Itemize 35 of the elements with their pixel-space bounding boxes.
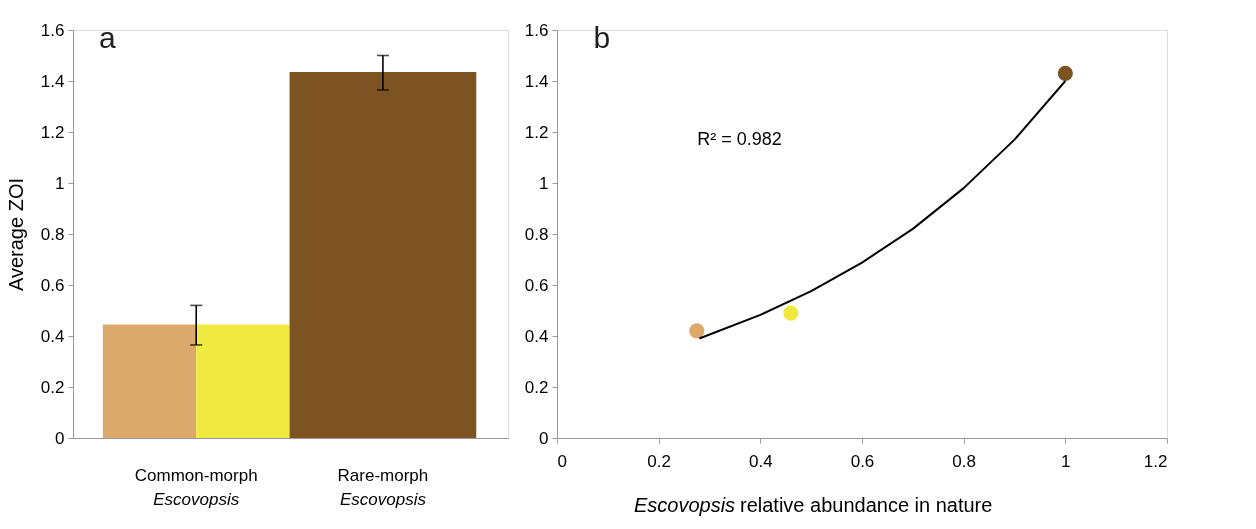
y-tick-label: 0.6 bbox=[524, 275, 549, 295]
point bbox=[1057, 65, 1073, 81]
annotation: R² = 0.982 bbox=[697, 129, 782, 150]
y-tick-label: 1.2 bbox=[40, 122, 65, 142]
y-tick-label: 1 bbox=[55, 173, 65, 193]
y-tick-label: 1.6 bbox=[524, 20, 549, 40]
y-tick-label: 1.2 bbox=[524, 122, 549, 142]
y-tick-label: 0.2 bbox=[524, 377, 549, 397]
y-tick-label: 1 bbox=[539, 173, 549, 193]
y-tick-label: 0 bbox=[55, 428, 65, 448]
x-tick-label: 0.8 bbox=[952, 451, 976, 471]
point bbox=[689, 323, 705, 339]
x-tick-label: 0.6 bbox=[850, 451, 875, 471]
category-label: Common-morph Escovopsis bbox=[134, 466, 258, 509]
y-tick-label: 1.6 bbox=[40, 20, 65, 40]
x-tick-label: 0.2 bbox=[647, 451, 671, 471]
y-tick-label: 0.4 bbox=[40, 326, 65, 346]
y-tick-label: 1.4 bbox=[524, 71, 549, 91]
y-tick-label: 0.4 bbox=[524, 326, 549, 346]
y-tick-label: 0.8 bbox=[524, 224, 549, 244]
y-tick-label: 0.6 bbox=[40, 275, 65, 295]
x-tick-label: 1 bbox=[1061, 451, 1071, 471]
y-tick-label: 0.2 bbox=[40, 377, 65, 397]
x-tick-label: 0 bbox=[557, 451, 567, 471]
x-axis-title: Escovopsis relative abundance in nature bbox=[633, 494, 993, 516]
x-tick-label: 1.2 bbox=[1143, 451, 1168, 471]
y-axis-title: Average ZOI bbox=[4, 177, 27, 292]
y-tick-label: 0 bbox=[539, 428, 549, 448]
x-tick-label: 0.4 bbox=[749, 451, 773, 471]
chart-title: b bbox=[593, 21, 611, 54]
y-tick-label: 0.8 bbox=[40, 224, 65, 244]
category-label: Rare-morph Escovopsis bbox=[337, 466, 429, 509]
chart-title: a bbox=[99, 21, 117, 54]
y-tick-label: 1.4 bbox=[40, 71, 65, 91]
point bbox=[783, 305, 799, 321]
